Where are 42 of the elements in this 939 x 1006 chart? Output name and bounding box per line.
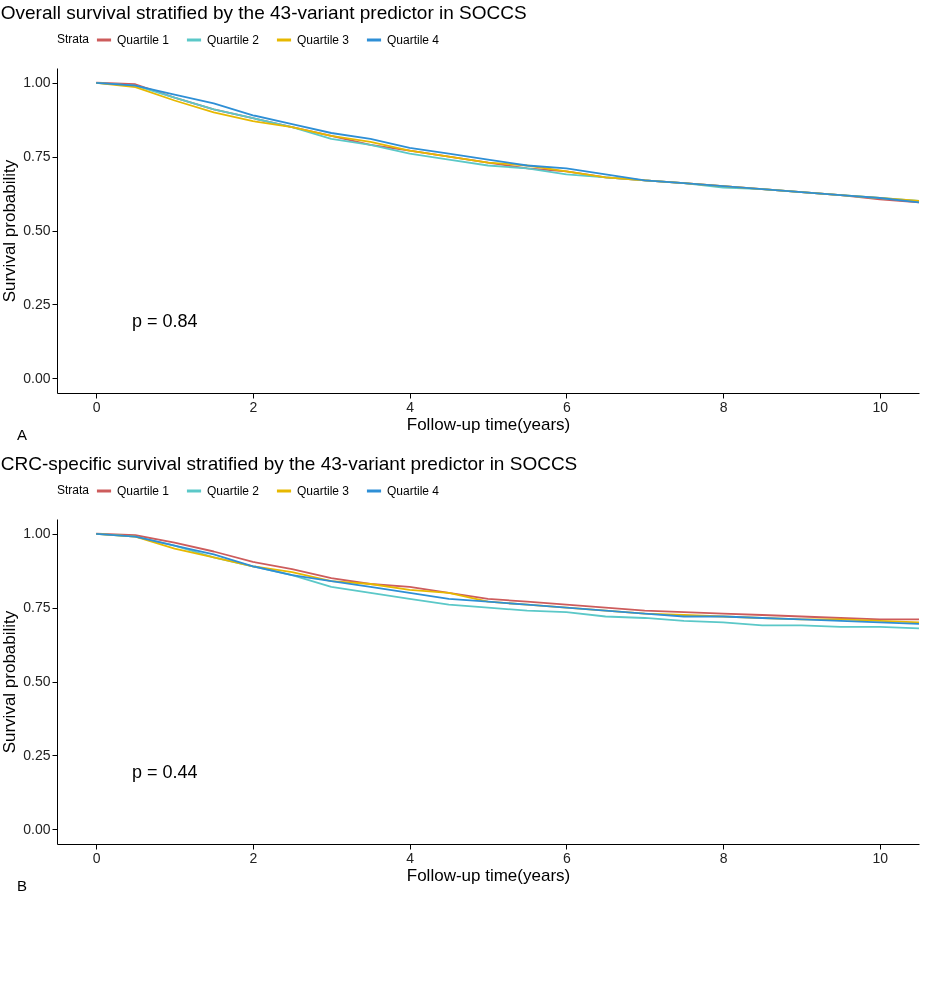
legend-label: Quartile 1 xyxy=(117,484,170,498)
y-tick-label: 1.00 xyxy=(23,74,51,91)
annotation: p = 0.84 xyxy=(132,310,198,331)
y-tick-label: 1.00 xyxy=(23,525,51,542)
y-tick-label: 0.25 xyxy=(23,295,51,312)
x-tick-label: 8 xyxy=(719,849,728,866)
legend-label: Quartile 2 xyxy=(207,484,260,498)
x-tick-label: 0 xyxy=(92,849,101,866)
y-tick-label: 0.75 xyxy=(23,148,51,165)
y-tick-label: 0.00 xyxy=(23,820,51,837)
legend-label: Quartile 3 xyxy=(297,33,350,47)
legend-title: Strata xyxy=(57,483,90,497)
y-tick-label: 0.50 xyxy=(23,222,51,238)
x-tick-label: 4 xyxy=(406,398,415,415)
legend-label: Quartile 4 xyxy=(387,484,440,498)
x-tick-label: 10 xyxy=(872,398,889,415)
legend-label: Quartile 4 xyxy=(387,33,440,47)
y-tick-label: 0.50 xyxy=(23,673,51,689)
y-axis-title: Survival probability xyxy=(0,610,20,754)
text: B xyxy=(17,877,28,894)
x-tick-label: 2 xyxy=(249,849,258,866)
y-tick-label: 0.75 xyxy=(23,599,51,616)
x-tick-label: 6 xyxy=(562,398,571,415)
y-axis-title: Survival probability xyxy=(0,159,20,303)
y-tick-label: 0.25 xyxy=(23,746,51,763)
x-axis-title: Follow-up time(years) xyxy=(406,414,571,434)
chart-title: Overall survival stratified by the 43-variant predictor in SOCCS xyxy=(0,2,527,23)
y-tick-label: 0.00 xyxy=(23,369,51,386)
x-axis-title: Follow-up time(years) xyxy=(406,865,571,885)
x-tick-label: 4 xyxy=(406,849,415,866)
x-tick-label: 0 xyxy=(92,398,101,415)
legend-title: Strata xyxy=(57,32,90,46)
x-tick-label: 8 xyxy=(719,398,728,415)
chart-title: CRC-specific survival stratified by the 43-variant predictor in SOCCS xyxy=(0,453,578,474)
x-tick-label: 6 xyxy=(562,849,571,866)
legend-label: Quartile 2 xyxy=(207,33,260,47)
text: A xyxy=(17,426,28,443)
legend-label: Quartile 3 xyxy=(297,484,350,498)
annotation: p = 0.44 xyxy=(132,761,198,782)
x-tick-label: 10 xyxy=(872,849,889,866)
x-tick-label: 2 xyxy=(249,398,258,415)
legend-label: Quartile 1 xyxy=(117,33,170,47)
